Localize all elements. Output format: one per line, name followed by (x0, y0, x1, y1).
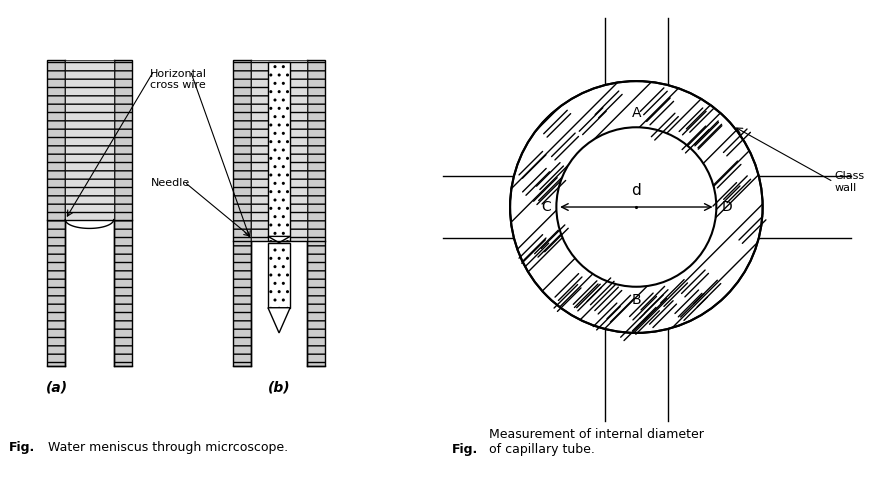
Text: Fig.: Fig. (9, 441, 35, 454)
Text: (b): (b) (267, 381, 290, 394)
Text: B: B (631, 293, 641, 307)
Circle shape (510, 81, 763, 333)
Text: C: C (542, 200, 552, 214)
Text: Fig.: Fig. (452, 443, 478, 456)
Polygon shape (268, 308, 290, 333)
Bar (65, 60, 114, 220)
Circle shape (556, 127, 717, 287)
Text: D: D (722, 200, 732, 214)
Text: Horizontal
cross wire: Horizontal cross wire (150, 68, 207, 90)
Bar (251, 60, 307, 241)
Bar (114, 60, 132, 366)
Bar (268, 62, 290, 241)
Text: Needle: Needle (151, 178, 189, 187)
Text: (a): (a) (46, 381, 68, 394)
Bar (47, 60, 65, 366)
Bar (307, 60, 325, 366)
Text: d: d (631, 183, 641, 198)
Text: Water meniscus through micrcoscope.: Water meniscus through micrcoscope. (48, 441, 289, 454)
Bar (232, 60, 251, 366)
Text: Measurement of internal diameter
of capillary tube.: Measurement of internal diameter of capi… (489, 428, 704, 456)
Text: Glass
wall: Glass wall (834, 171, 865, 193)
Bar (268, 243, 290, 308)
Polygon shape (268, 236, 290, 243)
Text: A: A (631, 106, 641, 120)
